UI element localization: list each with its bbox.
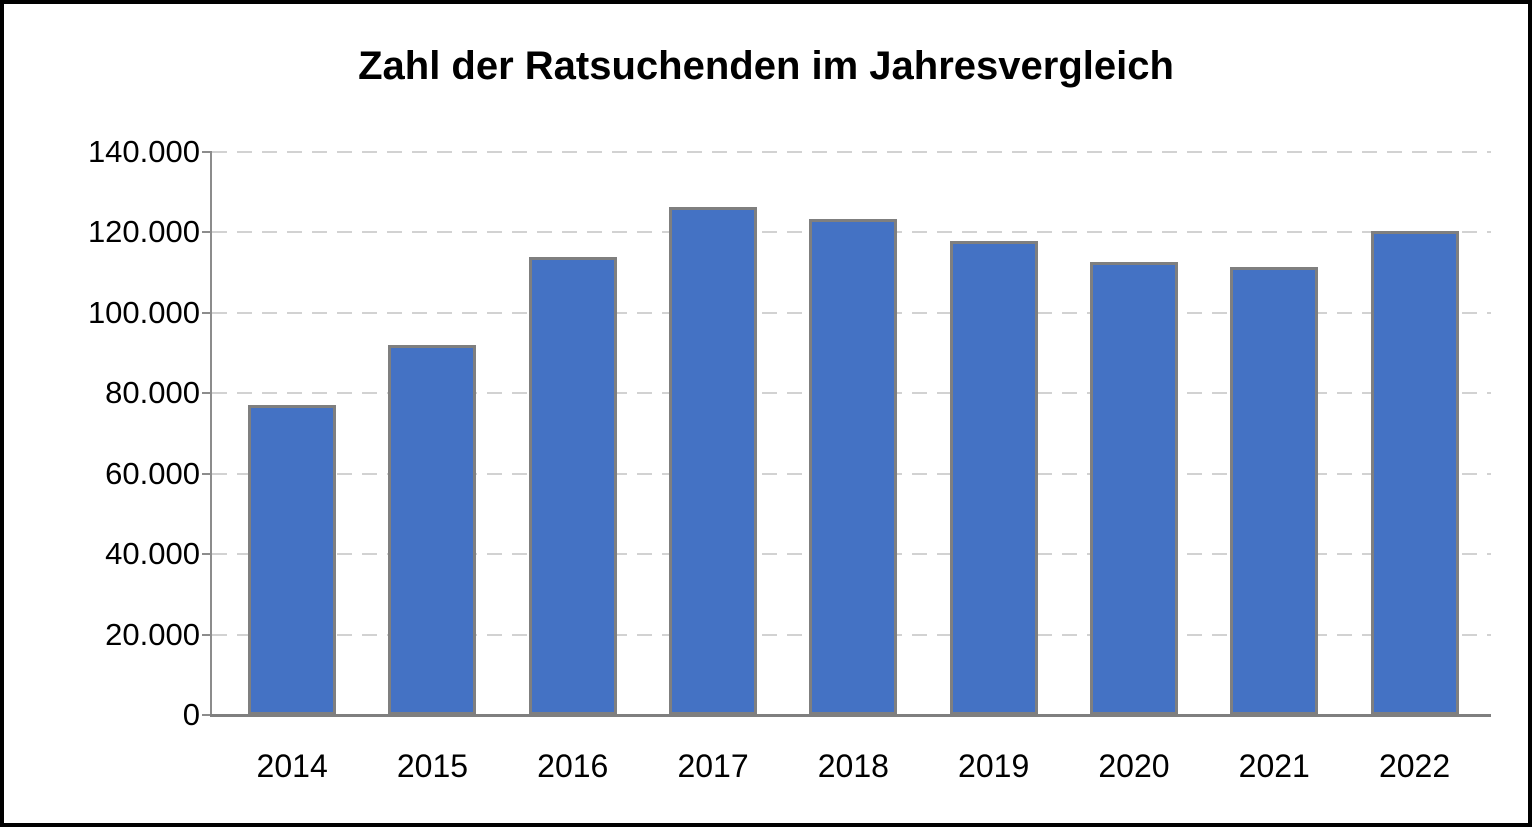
y-axis-tick-label: 60.000 <box>105 455 200 491</box>
bar-2021 <box>1230 266 1319 715</box>
gridline <box>212 151 1491 153</box>
x-axis-label-2016: 2016 <box>537 748 609 784</box>
y-axis-tick-label: 20.000 <box>105 616 200 652</box>
y-axis-tick <box>202 311 212 314</box>
chart-title: Zahl der Ratsuchenden im Jahresvergleich <box>358 44 1174 88</box>
bar-2019 <box>949 240 1038 715</box>
x-axis-label-2017: 2017 <box>677 748 749 784</box>
y-axis-tick <box>202 151 212 153</box>
y-axis-tick-label: 40.000 <box>105 536 200 572</box>
y-axis-tick-label: 80.000 <box>105 375 200 411</box>
y-axis-line <box>210 151 212 716</box>
y-axis-tick <box>202 472 212 475</box>
bar-2020 <box>1089 262 1178 715</box>
x-axis-label-2018: 2018 <box>817 748 889 784</box>
y-axis-tick <box>202 714 212 716</box>
bar-2017 <box>669 207 758 715</box>
plot-area: 0 20.000 40.000 60.000 80.000 100.000 120.000 1… <box>4 4 1528 823</box>
y-axis-tick <box>202 392 212 395</box>
x-axis-label-2019: 2019 <box>958 748 1030 784</box>
bar-2018 <box>809 218 898 715</box>
x-axis-label-2020: 2020 <box>1098 748 1170 784</box>
x-axis-label-2021: 2021 <box>1238 748 1310 784</box>
bar-2014 <box>248 405 337 715</box>
y-axis-tick <box>202 633 212 636</box>
y-axis-tick <box>202 231 212 234</box>
x-axis-label-2022: 2022 <box>1378 748 1451 784</box>
y-axis-tick-label: 120.000 <box>87 214 200 250</box>
bar-2016 <box>528 256 617 715</box>
y-axis-tick-label: 140.000 <box>87 134 200 169</box>
y-axis-tick <box>202 553 212 556</box>
y-axis-tick-label: 0 <box>182 697 200 732</box>
bar-2022 <box>1370 231 1459 715</box>
x-axis-label-2014: 2014 <box>256 748 328 784</box>
x-axis-label-2015: 2015 <box>396 748 469 784</box>
y-axis-tick-label: 100.000 <box>87 294 200 330</box>
x-axis-line <box>210 714 1491 717</box>
bar-2015 <box>388 345 477 715</box>
